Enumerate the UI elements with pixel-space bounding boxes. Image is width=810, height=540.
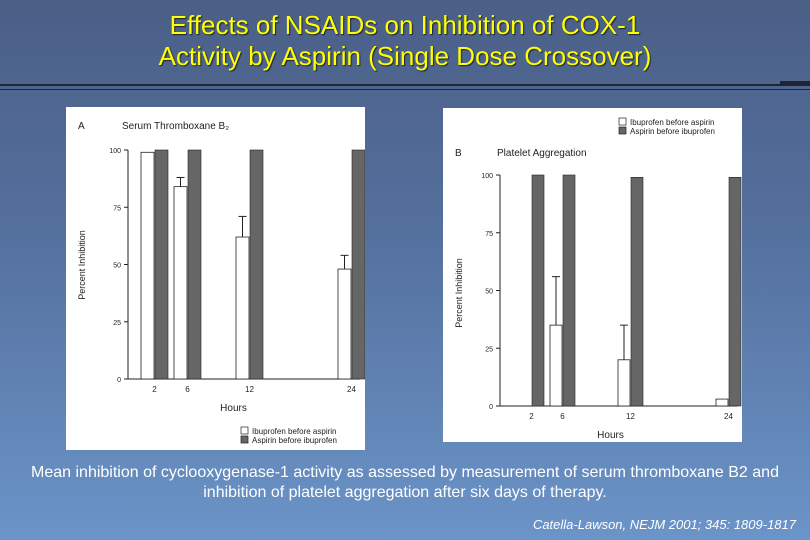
slide-caption: Mean inhibition of cyclooxygenase-1 acti… [31,464,779,501]
chart-b-panel-letter: B [455,148,462,159]
chart-b-bar-aspirin-first [531,174,545,407]
chart-b-y-tick-label: 50 [485,289,493,296]
chart-b-y-tick-label: 25 [485,346,493,353]
chart-a-bar-aspirin-first [351,149,365,380]
chart-b-bar-aspirin-first [630,177,644,407]
chart-a-svg: A Serum Thromboxane B₂ 0 25 50 75 100 Percent I… [77,121,365,445]
chart-a-bar-aspirin-first [249,149,264,380]
chart-b-legend-label: Aspirin before ibuprofen [630,127,715,136]
chart-b-y-label: Percent Inhibition [454,258,464,328]
chart-b-bar-ibuprofen-first [617,359,631,407]
citation: Catella-Lawson, NEJM 2001; 345: 1809-181… [532,517,796,532]
chart-a-y-tick-label: 25 [113,320,121,327]
chart-b-bar-ibuprofen-first [549,324,563,407]
chart-b-bar-ibuprofen-first [715,398,729,407]
slide-title: Effects of NSAIDs on Inhibition of COX-1… [0,10,810,72]
chart-b-x-tick-label: 12 [626,412,635,421]
chart-a-panel-letter: A [78,121,85,132]
chart-a-bar-aspirin-first [187,149,202,380]
chart-b-legend-swatch [618,126,627,135]
chart-b-bar-aspirin-first [728,177,742,407]
slide-title-line-1: Effects of NSAIDs on Inhibition of COX-1 [169,10,641,40]
chart-a-bar-aspirin-first [154,149,169,380]
chart-b-x-tick-label: 24 [724,412,733,421]
chart-b-y-tick-label: 75 [485,231,493,238]
chart-b-x-label: Hours [597,430,624,441]
chart-a-x-tick-label: 12 [245,385,254,394]
chart-b-title: Platelet Aggregation [497,148,587,159]
chart-a-x-tick-label: 2 [152,385,157,394]
chart-a-y-tick-label: 100 [109,148,121,155]
title-divider [0,80,810,94]
chart-panel-b: B Platelet Aggregation 0 25 50 75 100 Percent I… [443,108,742,442]
chart-b-legend-swatch [618,117,627,126]
chart-a-legend-swatch [240,435,249,444]
chart-a-legend-swatch [240,426,249,435]
chart-a-title: Serum Thromboxane B₂ [122,121,229,132]
chart-b-y-tick-label: 100 [481,173,493,180]
chart-a-legend-label: Ibuprofen before aspirin [252,427,337,436]
chart-a-bar-ibuprofen-first [337,268,352,380]
chart-panel-a: A Serum Thromboxane B₂ 0 25 50 75 100 Percent I… [66,107,365,450]
chart-b-x-tick-label: 6 [560,412,565,421]
chart-b-x-tick-label: 2 [529,412,534,421]
chart-a-y-tick-label: 75 [113,205,121,212]
chart-a-x-label: Hours [220,403,247,414]
chart-a-legend-label: Aspirin before ibuprofen [252,436,337,445]
chart-a-bar-ibuprofen-first [235,236,250,380]
chart-b-bar-aspirin-first [562,174,576,407]
chart-a-y-tick-label: 0 [117,377,121,384]
chart-a-bar-ibuprofen-first [173,186,188,380]
chart-a-y-label: Percent Inhibition [77,230,87,300]
chart-a-y-tick-label: 50 [113,263,121,270]
slide-title-line-2: Activity by Aspirin (Single Dose Crossov… [158,41,652,71]
chart-b-svg: B Platelet Aggregation 0 25 50 75 100 Percent I… [454,117,742,441]
chart-b-y-tick-label: 0 [489,404,493,411]
chart-a-x-tick-label: 24 [347,385,356,394]
chart-a-x-tick-label: 6 [185,385,190,394]
chart-a-bar-ibuprofen-first [140,151,155,380]
chart-b-legend-label: Ibuprofen before aspirin [630,118,715,127]
